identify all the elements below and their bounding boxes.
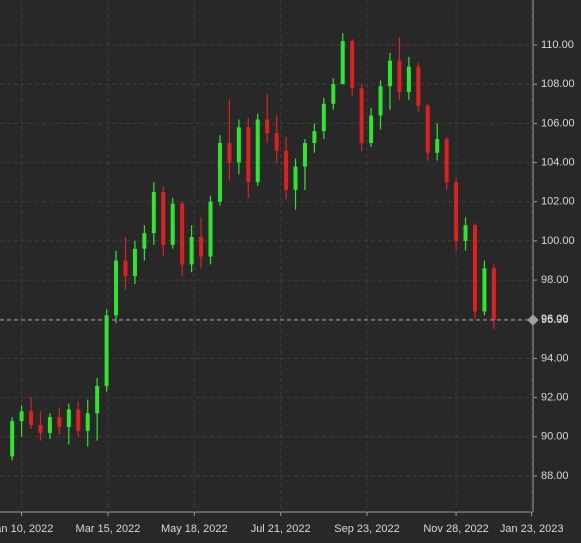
x-tick-label: Nov 28, 2022 (423, 523, 488, 535)
last-price-label: 95.96 (541, 314, 569, 326)
body (85, 413, 90, 431)
body (302, 142, 307, 167)
body (378, 86, 383, 116)
y-tick-label: 94.00 (541, 352, 569, 364)
body (114, 260, 119, 316)
body (265, 119, 270, 134)
body (19, 411, 24, 422)
body (425, 105, 430, 153)
body (406, 66, 411, 93)
body (132, 248, 137, 277)
y-tick-label: 96.00 (541, 313, 569, 325)
y-tick-label: 110.00 (541, 39, 574, 51)
y-tick-label: 90.00 (541, 431, 569, 443)
y-tick-label: 92.00 (541, 392, 569, 404)
body (293, 166, 298, 190)
body (38, 425, 43, 433)
body (217, 142, 222, 202)
body (236, 127, 241, 163)
body (161, 191, 166, 245)
y-tick-label: 104.00 (541, 156, 575, 168)
body (350, 41, 355, 89)
x-tick-label: Mar 15, 2022 (76, 523, 141, 535)
body (123, 260, 128, 277)
body (180, 203, 185, 265)
body (66, 409, 71, 427)
body (255, 119, 260, 183)
body (331, 84, 336, 104)
body (397, 60, 402, 93)
body (416, 66, 421, 106)
body (312, 131, 317, 143)
body (472, 225, 477, 312)
body (227, 142, 232, 163)
body (359, 88, 364, 143)
x-tick-label: Jan 23, 2023 (500, 523, 564, 535)
body (454, 182, 459, 241)
y-tick-label: 98.00 (541, 274, 569, 286)
x-tick-label: May 18, 2022 (161, 523, 228, 535)
body (47, 417, 52, 433)
body (321, 103, 326, 132)
body (104, 315, 109, 386)
body (246, 127, 251, 183)
x-tick-label: Sep 23, 2022 (334, 523, 399, 535)
last-price-marker (527, 314, 539, 326)
body (491, 268, 496, 321)
body (435, 139, 440, 153)
body (57, 417, 62, 427)
body (387, 60, 392, 87)
body (340, 41, 345, 85)
y-tick-label: 100.00 (541, 235, 575, 247)
body (151, 191, 156, 234)
body (29, 411, 34, 426)
x-tick-label: Jul 21, 2022 (251, 523, 311, 535)
body (142, 233, 147, 249)
body (199, 237, 204, 257)
body (170, 203, 175, 245)
y-tick-label: 88.00 (541, 470, 569, 482)
y-tick-label: 108.00 (541, 78, 575, 90)
body (274, 133, 279, 151)
body (76, 409, 81, 431)
body (284, 150, 289, 190)
body (482, 268, 487, 312)
body (208, 201, 213, 257)
x-tick-label: Jan 10, 2022 (0, 523, 53, 535)
y-tick-label: 106.00 (541, 117, 575, 129)
body (463, 225, 468, 241)
body (10, 421, 15, 457)
y-tick-label: 102.00 (541, 196, 575, 208)
body (95, 385, 100, 414)
body (444, 139, 449, 183)
body (369, 115, 374, 143)
body (189, 237, 194, 265)
